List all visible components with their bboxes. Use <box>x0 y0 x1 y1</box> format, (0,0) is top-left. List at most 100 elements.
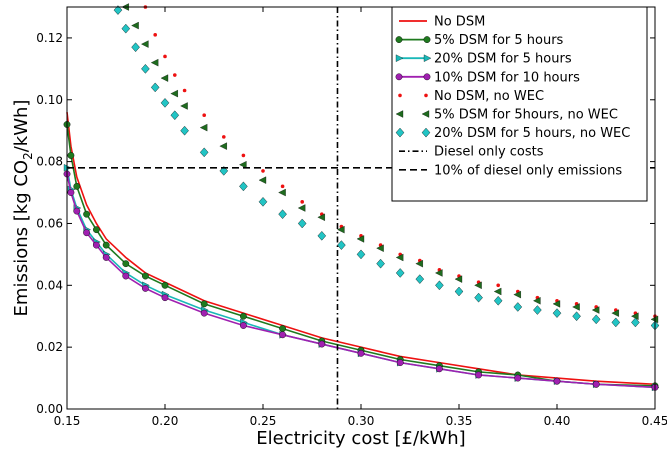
x-tick-label: 0.30 <box>348 414 375 428</box>
data-point <box>395 268 405 278</box>
data-point <box>102 254 110 261</box>
x-tick-label: 0.15 <box>54 414 81 428</box>
data-point <box>297 218 307 229</box>
data-point <box>122 272 130 280</box>
series-10-dsm-for-10-hours <box>63 170 659 391</box>
data-point <box>241 153 246 158</box>
data-point <box>435 280 444 291</box>
x-tick-label: 0.25 <box>250 414 277 428</box>
legend-marker <box>421 127 431 138</box>
data-point <box>300 200 305 204</box>
data-point <box>199 147 209 158</box>
legend-label: 20% DSM for 5 hours <box>434 52 572 67</box>
data-point <box>357 349 365 357</box>
data-point <box>170 89 178 98</box>
data-point <box>493 287 502 296</box>
y-tick-label: 0.08 <box>36 155 63 169</box>
y-tick-label: 0.04 <box>36 278 63 292</box>
data-point <box>337 240 346 250</box>
data-point <box>202 113 206 118</box>
data-point <box>435 365 443 373</box>
data-point <box>261 169 265 173</box>
data-point <box>552 300 561 308</box>
data-point <box>611 309 619 317</box>
data-point <box>153 33 157 37</box>
data-point <box>474 292 483 303</box>
legend-marker <box>423 36 431 43</box>
data-point <box>83 229 91 237</box>
data-point <box>317 231 327 241</box>
legend-entry-5-dsm-for-5hours-no-wec: 5% DSM for 5hours, no WEC <box>395 108 618 123</box>
data-point <box>631 317 640 328</box>
data-point <box>67 189 75 196</box>
data-point <box>475 371 482 379</box>
data-point <box>454 286 464 297</box>
data-point <box>337 225 345 234</box>
legend-label: 20% DSM for 5 hours, no WEC <box>434 126 630 141</box>
legend-marker <box>421 110 430 118</box>
y-axis-ticks: 0.00 0.02 0.04 0.06 0.08 0.10 0.12 <box>36 31 655 416</box>
data-point <box>553 377 561 385</box>
legend-marker <box>395 110 404 118</box>
legend-entry-10-of-diesel-only-emissions: 10% of diesel only emissions <box>399 163 622 178</box>
data-point <box>173 73 177 77</box>
data-point <box>83 210 91 218</box>
y-axis-label: Emissions [kg CO2/kWh] <box>11 100 35 317</box>
data-point <box>395 253 404 262</box>
data-point <box>200 300 208 308</box>
legend-marker <box>424 93 428 98</box>
legend-marker <box>395 73 403 81</box>
data-point <box>317 213 325 222</box>
data-point <box>73 207 81 215</box>
data-point <box>258 197 268 207</box>
data-point <box>239 160 247 169</box>
legend-entry-20-dsm-for-5-hours-no-wec: 20% DSM for 5 hours, no WEC <box>395 126 630 141</box>
data-point <box>297 204 306 212</box>
data-point <box>572 311 581 322</box>
data-point <box>493 295 503 306</box>
data-point <box>160 74 169 82</box>
data-point <box>141 64 150 74</box>
data-point <box>591 306 600 314</box>
data-point <box>113 5 123 15</box>
x-tick-label: 0.20 <box>152 414 179 428</box>
y-tick-label: 0.02 <box>36 340 63 354</box>
data-point <box>318 340 326 348</box>
data-point <box>552 308 562 318</box>
x-axis-ticks: 0.15 0.20 0.25 0.30 0.35 0.40 0.45 <box>54 7 667 428</box>
legend-marker <box>423 73 431 81</box>
x-axis-label: Electricity cost [£/kWh] <box>256 428 465 449</box>
data-point <box>239 322 247 329</box>
legend-label: 5% DSM for 5hours, no WEC <box>434 108 618 123</box>
data-point <box>533 297 541 305</box>
data-point <box>170 110 180 121</box>
legend-marker <box>398 93 402 98</box>
data-point <box>396 359 404 367</box>
data-point <box>180 102 188 110</box>
data-point <box>278 188 286 197</box>
data-point <box>121 23 131 34</box>
legend-entry-5-dsm-for-5-hours: 5% DSM for 5 hours <box>395 33 564 48</box>
y-tick-label: 0.12 <box>36 31 63 45</box>
data-point <box>591 314 601 325</box>
legend-marker <box>395 127 405 138</box>
data-point <box>219 142 227 150</box>
series-5-dsm-for-5hours-no-wec <box>121 3 659 324</box>
data-point <box>496 283 501 288</box>
legend-label: 10% of diesel only emissions <box>434 163 622 178</box>
x-tick-label: 0.40 <box>544 414 571 428</box>
data-point <box>182 88 187 93</box>
data-point <box>239 181 248 192</box>
data-point <box>219 166 229 176</box>
legend-entry-10-dsm-for-10-hours: 10% DSM for 10 hours <box>395 70 580 85</box>
data-point <box>279 325 286 332</box>
data-point <box>122 260 130 268</box>
legend-label: Diesel only costs <box>434 145 544 160</box>
data-point <box>150 58 159 67</box>
data-point <box>592 380 600 388</box>
data-point <box>631 312 639 320</box>
legend-entry-20-dsm-for-5-hours: 20% DSM for 5 hours <box>395 52 572 67</box>
legend-marker <box>423 54 432 62</box>
data-point <box>93 241 100 249</box>
data-point <box>150 82 160 93</box>
